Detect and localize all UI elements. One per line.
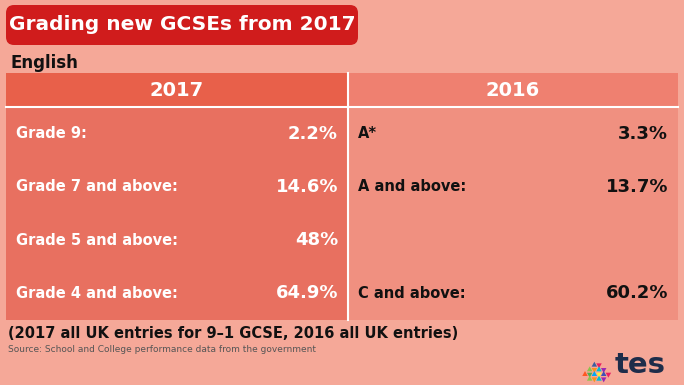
Text: 2.2%: 2.2% [288, 125, 338, 142]
Text: (2017 all UK entries for 9–1 GCSE, 2016 all UK entries): (2017 all UK entries for 9–1 GCSE, 2016 … [8, 325, 458, 340]
Polygon shape [596, 373, 602, 378]
Text: Grading new GCSEs from 2017: Grading new GCSEs from 2017 [9, 15, 355, 35]
Text: 48%: 48% [295, 231, 338, 249]
Text: 2016: 2016 [486, 80, 540, 99]
Polygon shape [601, 371, 607, 376]
Polygon shape [601, 368, 607, 373]
Text: 13.7%: 13.7% [605, 178, 668, 196]
Text: Grade 4 and above:: Grade 4 and above: [16, 286, 178, 301]
Polygon shape [582, 371, 588, 376]
Text: English: English [10, 54, 78, 72]
Polygon shape [596, 367, 602, 371]
Bar [6, 73, 348, 107]
Text: Source: School and College performance data from the government: Source: School and College performance d… [8, 345, 316, 353]
Text: C and above:: C and above: [358, 286, 466, 301]
Text: 3.3%: 3.3% [618, 125, 668, 142]
Bar [348, 107, 678, 320]
Text: A*: A* [358, 126, 377, 141]
Polygon shape [592, 371, 597, 376]
Text: Grade 5 and above:: Grade 5 and above: [16, 233, 178, 248]
Polygon shape [601, 377, 607, 382]
Text: 2017: 2017 [150, 80, 204, 99]
Text: Grade 9:: Grade 9: [16, 126, 87, 141]
Polygon shape [587, 376, 592, 381]
FancyBboxPatch shape [6, 5, 358, 45]
Polygon shape [592, 377, 597, 382]
Text: Grade 7 and above:: Grade 7 and above: [16, 179, 178, 194]
Polygon shape [605, 373, 611, 378]
Text: 14.6%: 14.6% [276, 178, 338, 196]
Text: tes: tes [615, 351, 666, 379]
Polygon shape [587, 373, 592, 378]
Polygon shape [596, 363, 602, 368]
Text: 64.9%: 64.9% [276, 285, 338, 302]
Bar [6, 107, 348, 320]
Polygon shape [592, 368, 597, 373]
Polygon shape [587, 367, 592, 371]
Polygon shape [592, 362, 597, 367]
Polygon shape [596, 376, 602, 381]
Text: A and above:: A and above: [358, 179, 466, 194]
Text: 60.2%: 60.2% [605, 285, 668, 302]
Bar [348, 73, 678, 107]
